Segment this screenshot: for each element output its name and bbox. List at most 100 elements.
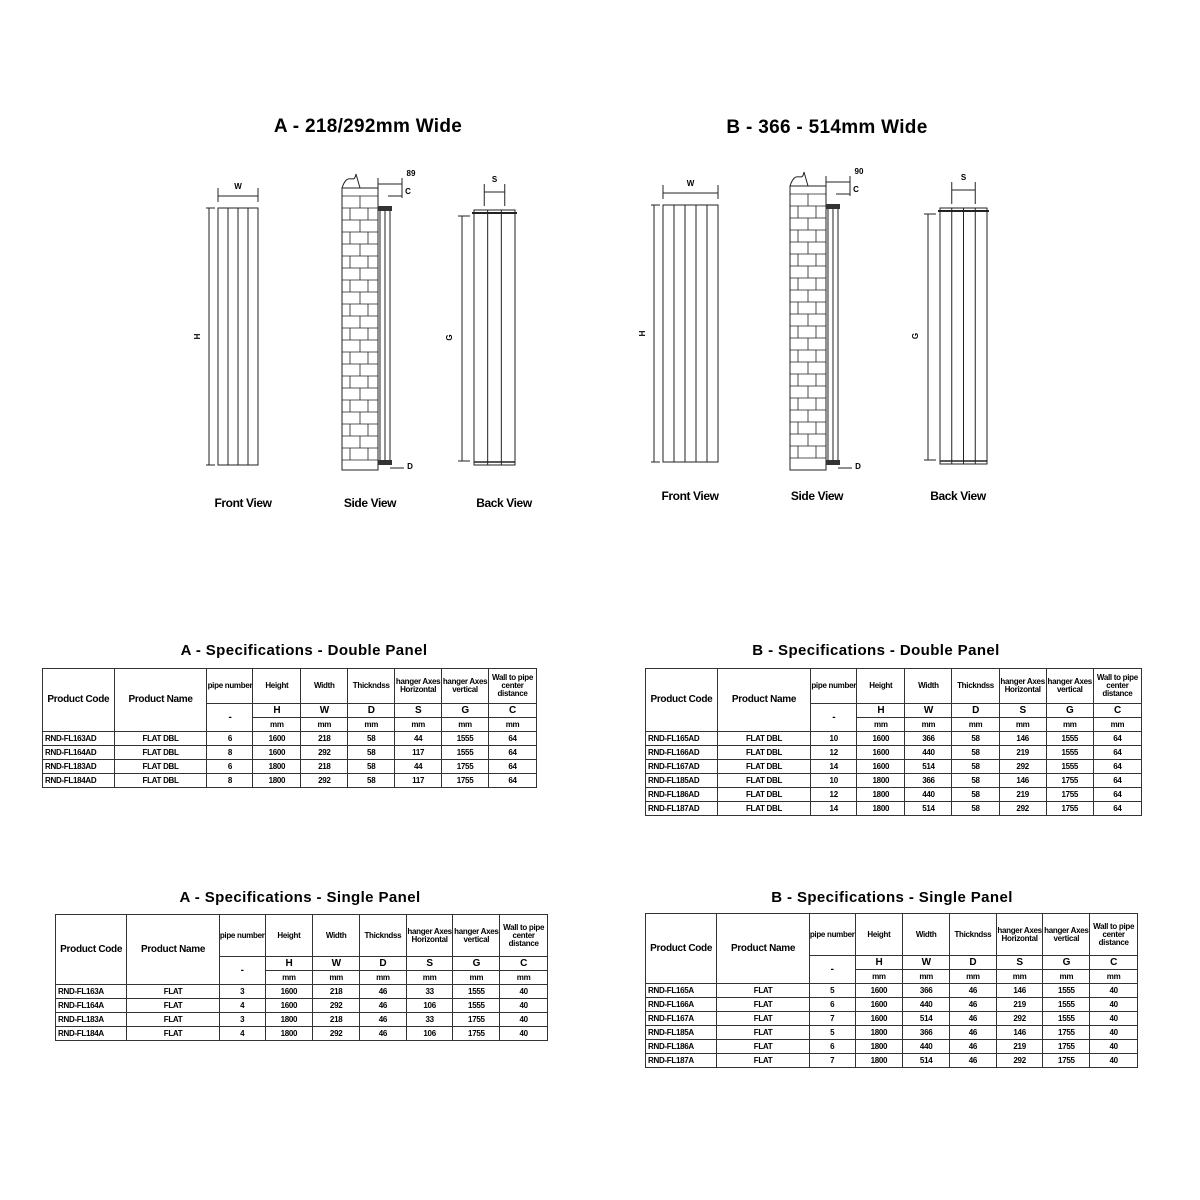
header-unit: mm [441,717,490,732]
value-cell: 12 [810,745,858,760]
product-code-cell: RND-FL163A [54,984,128,999]
value-cell: 117 [394,773,443,788]
header-col: hanger Axes Horizontal [394,668,443,704]
header-col: pipe number [810,668,858,704]
header-symbol: D [359,956,407,971]
value-cell: 1800 [264,1012,314,1027]
value-cell: 58 [347,731,396,746]
value-cell: 7 [808,1011,856,1026]
value-cell: 58 [951,787,1000,802]
header-symbol: C [1092,703,1143,718]
product-code-cell: RND-FL167AD [645,759,718,774]
section-b-title: B - 366 - 514mm Wide [726,117,928,138]
value-cell: 4 [218,1026,266,1041]
value-cell: 1800 [252,773,302,788]
product-code-cell: RND-FL184A [54,1026,128,1041]
value-cell: 64 [488,745,537,760]
b-d-label: D [855,462,861,471]
table-row: RND-FL183A FLAT 3 1800 218 46 33 1755 40 [54,1012,548,1027]
value-cell: 292 [312,998,361,1013]
value-cell: 40 [1089,997,1138,1012]
value-cell: 1555 [441,731,490,746]
value-cell: 366 [902,983,951,998]
table-row: RND-FL167A FLAT 7 1600 514 46 292 1555 40 [644,1011,1138,1026]
product-name-cell: FLAT [126,1012,220,1027]
a-bottom-bracket [378,460,392,465]
value-cell: 8 [206,773,254,788]
b-back-view-label: Back View [930,489,986,503]
value-cell: 1600 [856,745,906,760]
header-col: Height [856,668,906,704]
value-cell: 58 [347,759,396,774]
product-code-cell: RND-FL166AD [645,745,718,760]
value-cell: 514 [902,1011,951,1026]
value-cell: 7 [808,1053,856,1068]
a-w-label: W [234,182,242,191]
value-cell: 46 [359,998,407,1013]
a-front-view-label: Front View [214,496,272,510]
product-code-cell: RND-FL185A [644,1025,718,1040]
product-name-cell: FLAT DBL [113,759,208,774]
header-product-name: Product Name [126,914,220,985]
value-cell: 1755 [452,1026,501,1041]
header-symbol: D [949,955,997,970]
value-cell: 440 [902,1039,951,1054]
value-cell: 1800 [856,773,906,788]
header-col: pipe number [206,668,254,704]
value-cell: 1755 [452,1012,501,1027]
header-unit: mm [394,717,443,732]
header-product-name: Product Name [716,668,812,732]
value-cell: 64 [1092,773,1143,788]
value-cell: 1800 [252,759,302,774]
product-code-cell: RND-FL187AD [645,801,718,816]
value-cell: 46 [359,1012,407,1027]
table-row: RND-FL163AD FLAT DBL 6 1600 218 58 44 1555 64 [42,731,537,746]
value-cell: 219 [998,745,1047,760]
product-code-cell: RND-FL166A [644,997,718,1012]
header-col: Width [312,914,361,957]
table-b-single: Product Code Product Name pipe number Heigh… [644,913,1138,1068]
a-h-label: H [193,333,202,339]
value-cell: 218 [312,984,361,999]
value-cell: 146 [995,1025,1044,1040]
header-unit: mm [951,717,1000,732]
b-bottom-bracket [826,460,840,465]
product-code-cell: RND-FL163AD [42,731,115,746]
value-cell: 1600 [854,983,904,998]
value-cell: 1555 [1042,997,1091,1012]
header-symbol: C [488,703,537,718]
value-cell: 146 [998,773,1047,788]
value-cell: 46 [949,1011,997,1026]
header-unit: mm [252,717,302,732]
value-cell: 1755 [1045,787,1094,802]
value-cell: 64 [1092,801,1143,816]
header-unit: mm [452,970,501,985]
header-symbol: G [1042,955,1091,970]
header-col: pipe number [808,913,856,956]
section-a-title: A - 218/292mm Wide [273,116,463,137]
value-cell: 218 [312,1012,361,1027]
table-row: RND-FL187A FLAT 7 1800 514 46 292 1755 40 [644,1053,1138,1068]
header-unit: mm [499,970,548,985]
table-a-double: Product Code Product Name pipe number Heigh… [42,668,537,788]
value-cell: 58 [951,773,1000,788]
value-cell: 46 [949,1025,997,1040]
value-cell: 40 [1089,983,1138,998]
product-name-cell: FLAT DBL [716,773,812,788]
header-symbol: S [998,703,1047,718]
table-a-single-title: A - Specifications - Single Panel [179,889,421,906]
product-code-cell: RND-FL164A [54,998,128,1013]
value-cell: 292 [998,801,1047,816]
header-unit: mm [902,969,951,984]
value-cell: 1755 [1045,801,1094,816]
b-wall-break [789,171,809,187]
table-b-single-title: B - Specifications - Single Panel [771,889,1013,906]
a-side-view-label: Side View [343,496,397,510]
header-unit: mm [347,717,396,732]
value-cell: 1800 [264,1026,314,1041]
value-cell: 219 [995,1039,1044,1054]
value-cell: 1755 [1042,1039,1091,1054]
value-cell: 366 [902,1025,951,1040]
header-unit: mm [488,717,537,732]
value-cell: 292 [998,759,1047,774]
